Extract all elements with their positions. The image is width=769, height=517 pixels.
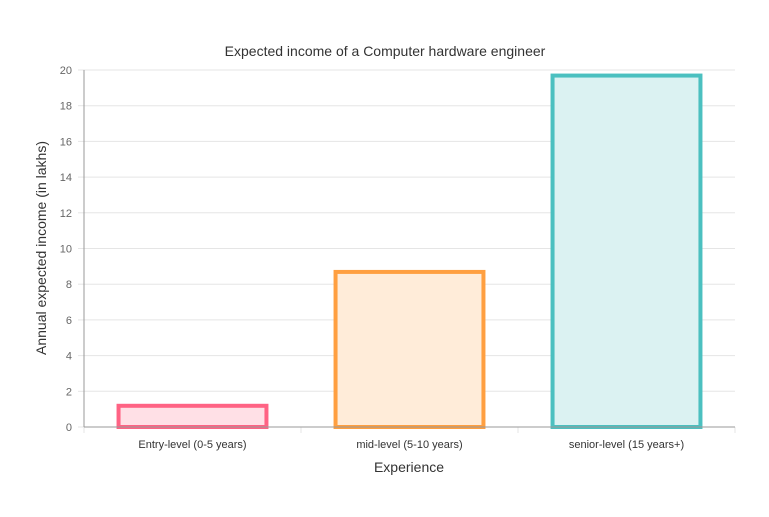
x-tick-label: Entry-level (0-5 years)	[138, 439, 246, 451]
y-tick-label: 10	[60, 244, 72, 256]
chart-title: Expected income of a Computer hardware e…	[225, 43, 546, 59]
y-axis-title: Annual expected income (in lakhs)	[33, 141, 49, 355]
y-axis-ticks: 0 2 4 6 8 10 12 14 16 18 20	[60, 65, 72, 434]
y-tick-label: 6	[66, 315, 72, 327]
y-tick-label: 12	[60, 208, 72, 220]
axes	[83, 70, 735, 428]
y-tick-label: 14	[60, 172, 72, 184]
x-tick-label: senior-level (15 years+)	[569, 439, 684, 451]
bar-1[interactable]	[116, 403, 269, 430]
y-tick-label: 2	[66, 386, 72, 398]
x-axis-title: Experience	[374, 459, 444, 475]
y-tick-label: 4	[66, 351, 72, 363]
y-tick-label: 18	[60, 101, 72, 113]
x-tick-label: mid-level (5-10 years)	[356, 439, 462, 451]
y-tick-label: 16	[60, 136, 72, 148]
y-tick-label: 8	[66, 279, 72, 291]
y-tick-label: 20	[60, 65, 72, 77]
x-axis-ticks: Entry-level (0-5 years) mid-level (5-10 y…	[138, 439, 684, 451]
bar-3[interactable]	[550, 73, 703, 429]
bar-2[interactable]	[333, 269, 486, 430]
bars	[116, 73, 703, 430]
y-tick-label: 0	[66, 422, 72, 434]
